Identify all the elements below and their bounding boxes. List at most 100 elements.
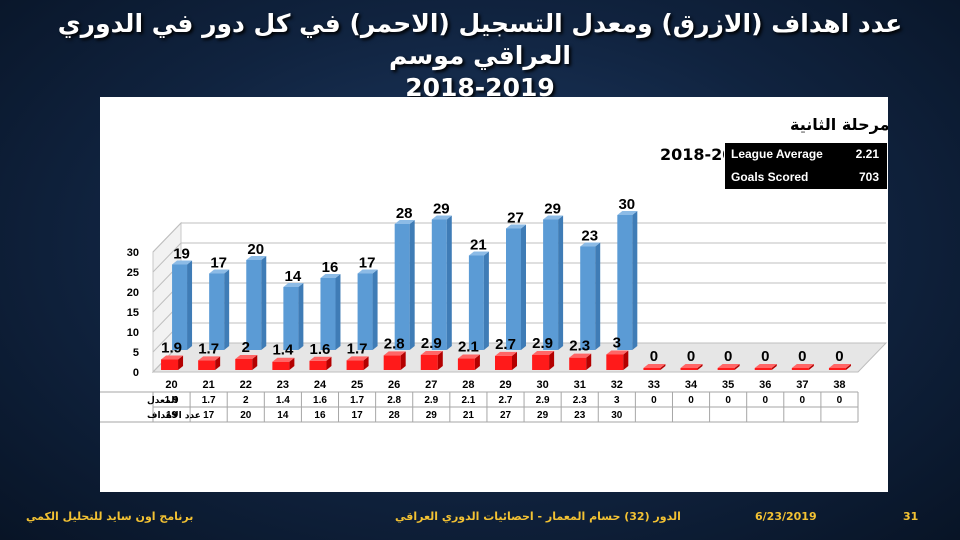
table-cell-rate: 0: [651, 395, 657, 406]
rate-bar-top: [420, 350, 443, 355]
rate-bar-top: [643, 364, 666, 368]
rate-bar-front: [569, 357, 587, 370]
goals-bar-side: [298, 283, 304, 350]
rate-bar-top: [791, 364, 814, 368]
goals-bar-side: [335, 274, 341, 350]
goals-data-label: 23: [581, 228, 598, 245]
goals-scored-value: 703: [858, 170, 879, 184]
rate-data-label: 0: [835, 348, 843, 365]
y-tick-label: 25: [127, 267, 139, 279]
x-tick-label: 21: [203, 379, 215, 391]
rate-bar-top: [346, 356, 369, 361]
x-tick-label: 32: [611, 379, 623, 391]
goals-bar-side: [558, 215, 564, 350]
table-cell-rate: 2.9: [536, 395, 550, 406]
rate-bar-side: [623, 350, 629, 370]
rate-bar-side: [363, 356, 369, 370]
rate-data-label: 2.3: [569, 338, 590, 355]
table-cell-goals: 16: [314, 410, 326, 421]
goals-data-label: 19: [173, 246, 190, 263]
goals-bar-front: [431, 219, 447, 350]
rate-bar-side: [400, 351, 406, 370]
rate-data-label: 2.9: [532, 335, 553, 352]
goals-bar-front: [394, 224, 410, 350]
rate-bar-front: [346, 360, 364, 370]
table-cell-goals: 28: [389, 410, 401, 421]
table-cell-goals: 17: [352, 410, 364, 421]
rate-bar-front: [791, 368, 809, 370]
goals-bar-side: [372, 269, 378, 350]
rate-bar-top: [309, 356, 332, 361]
goals-scored-label: Goals Scored: [731, 170, 809, 184]
footer-date: 6/23/2019: [755, 510, 817, 523]
goals-bar-top: [468, 251, 489, 256]
table-cell-rate: 1.6: [313, 395, 327, 406]
goals-bar-top: [431, 215, 452, 220]
rate-bar-front: [457, 358, 475, 370]
x-tick-label: 26: [388, 379, 400, 391]
table-cell-rate: 2.8: [387, 395, 401, 406]
goals-bar-top: [357, 269, 378, 274]
goals-data-label: 30: [618, 196, 635, 213]
goals-scored-row: Goals Scored 703: [725, 166, 887, 189]
rate-data-label: 2.9: [421, 335, 442, 352]
goals-bar-top: [172, 260, 193, 265]
x-tick-label: 37: [796, 379, 808, 391]
table-cell-rate: 3: [614, 395, 620, 406]
rate-data-label: 0: [687, 348, 695, 365]
goals-bar-side: [521, 224, 526, 350]
rate-bar-side: [697, 364, 703, 370]
goals-bar-top: [617, 211, 638, 215]
rate-bar-front: [309, 360, 327, 370]
goals-bar-front: [506, 228, 521, 350]
rate-bar-top: [383, 351, 406, 356]
league-average-value: 2.21: [855, 147, 879, 161]
rate-data-label: 1.7: [198, 340, 219, 357]
rate-bar-front: [532, 354, 550, 370]
rate-bar-top: [717, 364, 740, 368]
rate-bar-side: [660, 364, 666, 370]
table-cell-goals: 20: [240, 410, 252, 421]
rate-bar-side: [474, 354, 480, 370]
rate-data-label: 0: [650, 348, 658, 365]
x-tick-label: 34: [685, 379, 698, 391]
goals-bar-front: [580, 246, 596, 350]
slide-title-line1: عدد اهداف (الازرق) ومعدل التسجيل (الاحمر…: [57, 9, 903, 70]
rate-data-label: 0: [798, 348, 806, 365]
rate-data-label: 1.9: [161, 339, 182, 356]
table-cell-rate: 2.9: [424, 395, 438, 406]
league-stats-box: League Average 2.21 Goals Scored 703: [724, 142, 888, 190]
y-tick-label: 20: [127, 287, 139, 299]
table-cell-rate: 2.3: [573, 395, 587, 406]
table-cell-goals: 30: [611, 410, 623, 421]
table-cell-rate: 0: [688, 395, 694, 406]
chart-title-line1: عدد اهداف كل دور مع معدل التسجيل في كل د…: [790, 115, 888, 135]
goals-bar-front: [468, 255, 484, 350]
rate-bar-side: [215, 356, 221, 370]
rate-bar-side: [771, 364, 777, 370]
rate-bar-top: [532, 350, 555, 355]
table-cell-rate: 2.1: [461, 395, 475, 406]
table-cell-goals: 21: [463, 410, 475, 421]
rate-bar-side: [289, 357, 295, 370]
rate-bar-top: [495, 351, 517, 356]
rate-bar-front: [272, 361, 290, 370]
x-tick-label: 38: [833, 379, 845, 391]
table-cell-rate: 1.4: [276, 395, 290, 406]
rate-bar-front: [754, 368, 772, 370]
goals-bar-top: [320, 274, 341, 278]
rate-bar-front: [420, 354, 438, 370]
rate-bar-top: [161, 355, 184, 360]
table-cell-goals: 29: [426, 410, 438, 421]
goals-bar-front: [543, 219, 559, 350]
goals-data-label: 29: [433, 201, 450, 218]
goals-data-label: 28: [396, 205, 413, 222]
goals-data-label: 17: [359, 255, 376, 272]
table-cell-rate: 0: [762, 395, 768, 406]
rate-bar-top: [828, 364, 851, 368]
x-tick-label: 35: [722, 379, 734, 391]
rate-bar-top: [754, 364, 777, 368]
goals-data-label: 16: [322, 259, 339, 276]
x-tick-label: 28: [462, 379, 474, 391]
goals-bar-side: [409, 220, 415, 350]
